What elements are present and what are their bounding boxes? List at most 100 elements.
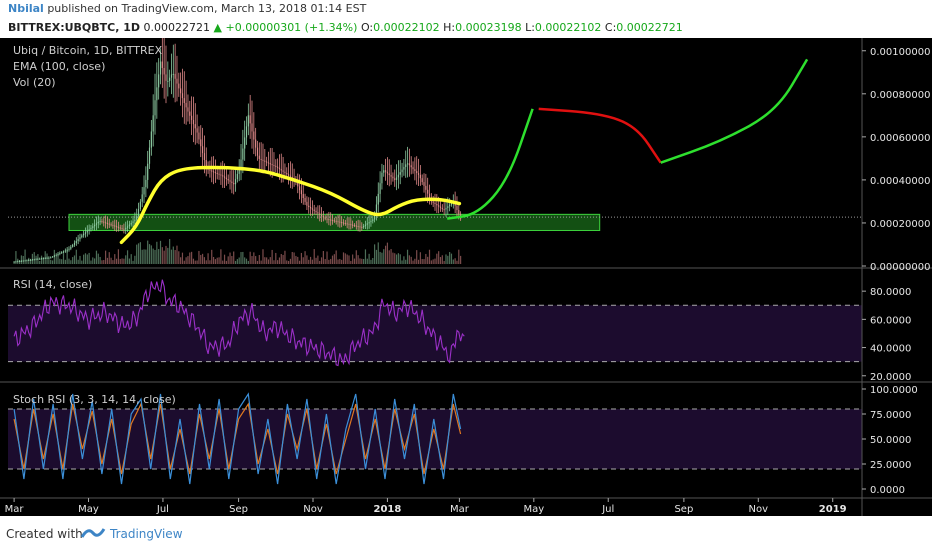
candle-body (108, 223, 110, 225)
volume-bar (86, 254, 88, 264)
candle-body (428, 193, 431, 198)
price-tick-label: 0.00100000 (870, 47, 930, 58)
volume-bar (266, 257, 268, 264)
volume-bar (163, 250, 165, 264)
x-tick-label: Mar (5, 504, 25, 515)
volume-bar (269, 257, 271, 264)
volume-bar (273, 260, 275, 264)
volume-bar (18, 260, 21, 264)
candle-body (178, 83, 180, 89)
candle-body (134, 219, 136, 222)
volume-bar (231, 256, 233, 264)
candle-body (192, 119, 195, 125)
candle-body (159, 61, 162, 75)
candle-body (392, 176, 394, 179)
candle-body (191, 115, 193, 120)
candle-body (176, 78, 178, 84)
rsi-tick-label: 40.0000 (870, 344, 911, 355)
volume-bar (443, 260, 445, 264)
volume-bar (449, 252, 451, 264)
tradingview-brand[interactable]: TradingView (110, 527, 183, 541)
candle-body (92, 226, 94, 228)
volume-bar (423, 259, 425, 264)
volume-bar (379, 251, 381, 264)
candle-body (342, 222, 345, 224)
chart-area[interactable]: 0.00100000 0.00080000 0.00060000 0.00040000… (0, 35, 932, 516)
candle-body (238, 168, 240, 174)
candle-body (262, 159, 264, 161)
candle-body (405, 164, 407, 167)
rsi-title: RSI (14, close) (13, 278, 92, 291)
candle-body (427, 189, 429, 194)
volume-bar (333, 254, 335, 264)
volume-bar (141, 249, 143, 264)
high-value: 0.00023198 (455, 21, 522, 34)
volume-bar (205, 260, 207, 264)
candle-body (242, 148, 244, 160)
volume-bar (40, 255, 43, 264)
candle-body (344, 222, 346, 224)
volume-bar (106, 257, 109, 264)
volume-bar (77, 259, 79, 264)
candle-body (231, 181, 233, 183)
published-text: published on TradingView.com, March 13, … (47, 2, 367, 15)
candle-body (267, 162, 270, 164)
volume-bar (275, 252, 277, 264)
candle-body (240, 159, 242, 169)
author-link[interactable]: Nbilal (8, 2, 44, 15)
volume-bar (84, 253, 87, 264)
volume-bar (200, 254, 202, 264)
candle-body (51, 256, 54, 258)
candle-body (436, 204, 438, 206)
volume-bar (282, 254, 284, 264)
candle-body (458, 210, 460, 215)
candle-body (410, 165, 412, 168)
volume-bar (405, 259, 407, 264)
volume-bar (313, 249, 315, 264)
candle-body (313, 209, 315, 211)
volume-bar (445, 254, 447, 264)
candle-body (355, 225, 357, 227)
candle-body (339, 221, 341, 223)
volume-bar (103, 260, 105, 264)
close-value: 0.00022721 (616, 21, 683, 34)
volume-bar (258, 255, 260, 264)
price-tick-label: 0.00020000 (870, 219, 930, 230)
volume-bar (26, 260, 28, 264)
volume-bar (48, 258, 50, 264)
candle-body (291, 176, 293, 179)
candle-body (73, 242, 76, 245)
volume-bar (180, 257, 182, 264)
candle-body (50, 257, 52, 259)
volume-bar (211, 249, 213, 264)
candle-body (183, 98, 185, 103)
candle-body (77, 239, 79, 242)
candle-body (88, 229, 90, 231)
candle-body (450, 203, 453, 205)
candle-body (335, 220, 337, 222)
candle-body (432, 201, 434, 203)
volume-bar (302, 257, 304, 264)
candle-body (412, 167, 414, 170)
volume-bar (119, 258, 121, 264)
volume-bar (421, 259, 423, 264)
candle-body (137, 208, 140, 217)
candle-body (251, 123, 253, 132)
candle-body (198, 132, 200, 140)
volume-bar (15, 251, 17, 264)
candle-body (304, 197, 306, 202)
volume-bar (59, 258, 61, 264)
volume-bar (403, 256, 405, 264)
candle-body (379, 183, 381, 194)
volume-bar (298, 260, 301, 264)
candle-body (64, 250, 66, 252)
candle-body (139, 201, 141, 209)
volume-bar (128, 258, 130, 264)
chart-svg[interactable]: 0.00100000 0.00080000 0.00060000 0.00040000… (0, 35, 932, 516)
volume-bar (72, 257, 74, 264)
candle-body (62, 251, 65, 253)
volume-bar (306, 255, 308, 264)
candle-body (222, 175, 224, 177)
volume-bar (322, 250, 324, 264)
volume-bar (79, 255, 81, 264)
